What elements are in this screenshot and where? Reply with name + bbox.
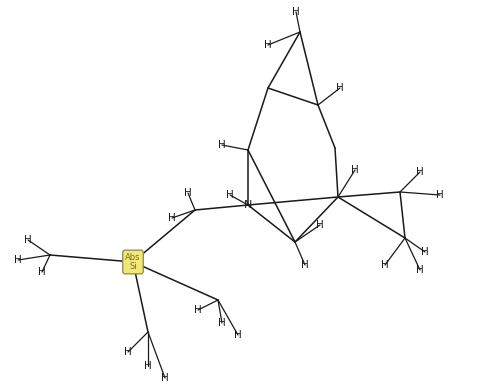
Text: H: H [336, 83, 344, 93]
Text: H: H [124, 347, 132, 357]
Text: H: H [168, 213, 176, 223]
Text: H: H [436, 190, 444, 200]
Text: H: H [264, 40, 272, 50]
Text: H: H [316, 220, 324, 230]
Text: N: N [244, 200, 252, 210]
Text: H: H [234, 330, 242, 340]
Text: H: H [161, 373, 169, 383]
Text: H: H [184, 188, 192, 198]
Text: H: H [351, 165, 359, 175]
Text: Abs
Si: Abs Si [125, 253, 141, 271]
Text: H: H [292, 7, 300, 17]
Text: H: H [301, 260, 309, 270]
Text: H: H [14, 255, 22, 265]
Text: H: H [38, 267, 46, 277]
Text: H: H [24, 235, 32, 245]
Text: H: H [381, 260, 389, 270]
Text: H: H [218, 140, 226, 150]
Text: H: H [218, 318, 226, 328]
Text: H: H [416, 167, 424, 177]
Text: H: H [194, 305, 202, 315]
Text: H: H [144, 361, 152, 371]
Text: H: H [421, 247, 429, 257]
Text: H: H [226, 190, 234, 200]
Text: H: H [416, 265, 424, 275]
